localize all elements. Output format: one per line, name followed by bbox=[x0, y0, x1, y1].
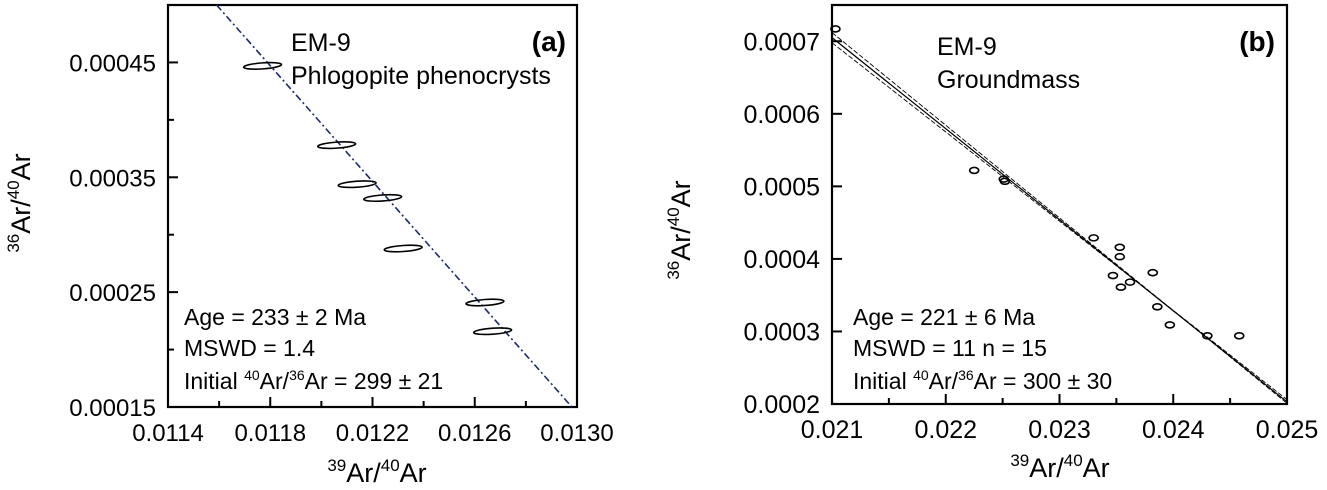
y-tick-label-b-3: 0.0005 bbox=[744, 173, 820, 201]
y-tick-label-a-0: 0.00015 bbox=[69, 395, 156, 422]
x-tick-labels-a: 0.0114 0.0118 0.0122 0.0126 0.0130 bbox=[132, 420, 614, 447]
x-tick-label-b-3: 0.024 bbox=[1142, 416, 1205, 444]
x-tick-label-b-1: 0.022 bbox=[914, 416, 977, 444]
material-label-a: Phlogopite phenocrysts bbox=[291, 62, 551, 90]
x-tick-label-a-4: 0.0130 bbox=[540, 420, 613, 447]
data-point-b-8 bbox=[1115, 283, 1127, 292]
error-envelope-b-1 bbox=[831, 42, 1288, 401]
data-point-b-6 bbox=[1114, 252, 1126, 261]
x-tick-label-a-3: 0.0126 bbox=[438, 420, 511, 447]
panel-label-a: (a) bbox=[532, 26, 566, 57]
x-tick-label-b-2: 0.023 bbox=[1028, 416, 1091, 444]
data-point-a-4 bbox=[383, 244, 423, 253]
x-tick-label-a-0: 0.0114 bbox=[132, 420, 204, 447]
x-tick-label-a-2: 0.0122 bbox=[336, 420, 409, 447]
data-point-a-6 bbox=[472, 327, 513, 336]
initial-ratio-annotation-a: Initial 40Ar/36Ar = 299 ± 21 bbox=[184, 367, 443, 394]
y-tick-label-a-2: 0.00035 bbox=[69, 165, 156, 192]
tick-marks-a bbox=[167, 61, 578, 408]
y-tick-label-b-1: 0.0003 bbox=[744, 318, 820, 346]
y-tick-label-a-3: 0.00045 bbox=[69, 50, 156, 77]
data-point-b-10 bbox=[1147, 268, 1159, 277]
x-tick-label-b-0: 0.021 bbox=[801, 416, 864, 444]
y-tick-labels-a: 0.00015 0.00025 0.00035 0.00045 bbox=[69, 50, 156, 422]
data-point-a-1 bbox=[316, 141, 357, 150]
age-annotation-b: Age = 221 ± 6 Ma bbox=[853, 304, 1035, 330]
data-point-b-12 bbox=[1164, 321, 1176, 329]
data-point-b-14 bbox=[1233, 332, 1245, 340]
chart-panel-b: 0.021 0.022 0.023 0.024 0.025 0.00020.00030.… bbox=[664, 3, 1319, 483]
data-point-b-4 bbox=[1088, 234, 1099, 242]
data-points-b bbox=[830, 25, 1245, 340]
mswd-annotation-b: MSWD = 11 n = 15 bbox=[853, 335, 1047, 361]
material-label-b: Groundmass bbox=[937, 66, 1080, 94]
sample-label-b: EM-9 bbox=[937, 33, 997, 61]
y-axis-label-a: 36Ar/40Ar bbox=[4, 153, 36, 252]
mswd-annotation-a: MSWD = 1.4 bbox=[184, 335, 315, 361]
data-point-b-9 bbox=[1124, 278, 1136, 286]
data-point-b-7 bbox=[1107, 271, 1119, 280]
y-tick-label-b-4: 0.0006 bbox=[744, 101, 820, 129]
panel-label-b: (b) bbox=[1239, 26, 1275, 57]
x-axis-label-a: 39Ar/40Ar bbox=[327, 456, 426, 488]
y-tick-labels-b: 0.0002 0.0003 0.0004 0.0005 0.0006 0.0007 bbox=[744, 28, 821, 419]
initial-ratio-annotation-b: Initial 40Ar/36Ar = 300 ± 30 bbox=[853, 367, 1112, 394]
data-point-b-5 bbox=[1114, 243, 1126, 252]
data-point-a-5 bbox=[465, 298, 505, 307]
y-axis-label-b: 36Ar/40Ar bbox=[664, 180, 696, 279]
x-axis-label-b: 39Ar/40Ar bbox=[1010, 451, 1109, 483]
y-tick-label-b-2: 0.0004 bbox=[744, 246, 821, 274]
y-tick-label-b-0: 0.0002 bbox=[744, 391, 820, 419]
data-point-b-11 bbox=[1152, 302, 1163, 311]
y-tick-label-b-5: 0.0007 bbox=[744, 28, 820, 56]
data-points-a bbox=[242, 61, 513, 336]
fit-line-b bbox=[831, 32, 1288, 404]
chart-panel-a: 0.0114 0.0118 0.0122 0.0126 0.0130 0.000150.… bbox=[4, 3, 614, 488]
data-point-a-3 bbox=[362, 193, 403, 203]
data-point-b-13 bbox=[1202, 332, 1213, 340]
x-tick-labels-b: 0.021 0.022 0.023 0.024 0.025 bbox=[801, 416, 1319, 444]
x-tick-label-a-1: 0.0118 bbox=[234, 420, 306, 447]
y-tick-label-a-1: 0.00025 bbox=[69, 280, 156, 307]
data-point-b-3 bbox=[999, 177, 1011, 186]
x-tick-label-b-4: 0.025 bbox=[1256, 416, 1319, 444]
data-point-b-1 bbox=[968, 166, 980, 175]
data-point-a-0 bbox=[242, 61, 283, 70]
age-annotation-a: Age = 233 ± 2 Ma bbox=[184, 304, 366, 330]
sample-label-a: EM-9 bbox=[291, 29, 351, 57]
tick-marks-b bbox=[831, 40, 1288, 405]
data-point-a-2 bbox=[337, 180, 377, 189]
data-point-b-0 bbox=[830, 25, 841, 33]
regression-line-b bbox=[831, 37, 1288, 403]
